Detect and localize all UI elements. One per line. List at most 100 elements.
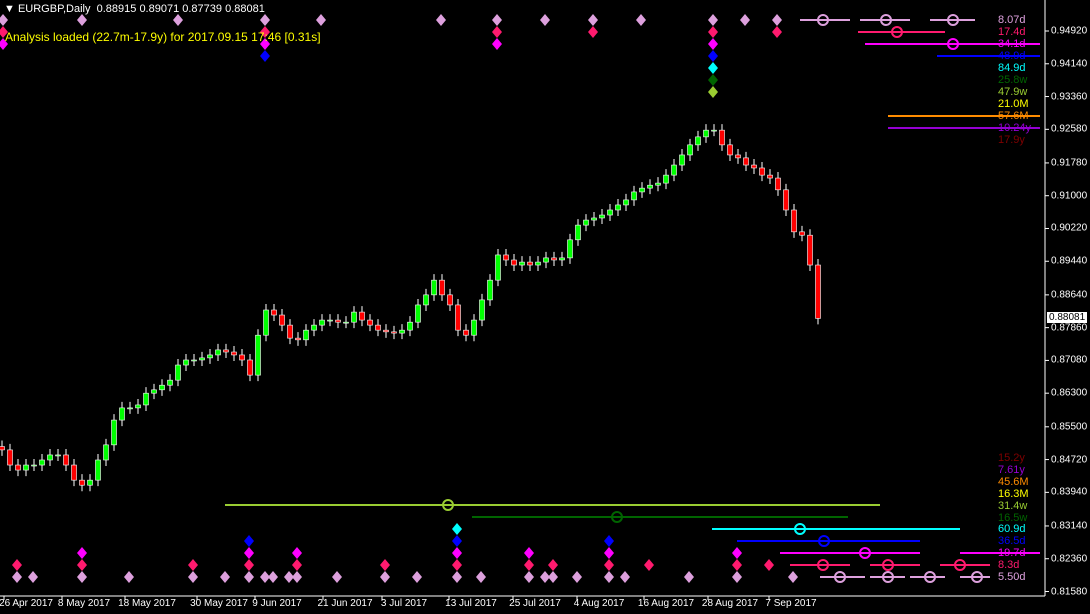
candle-body [327,319,333,322]
candle-body [239,354,245,361]
ohlc-readout: 0.88915 0.89071 0.87739 0.88081 [96,3,265,15]
candle-body [79,479,85,486]
candle-body [591,217,597,221]
price-tick-label: 0.90220 [1051,222,1088,234]
cycle-diamond-marker [684,571,694,583]
cycle-diamond-marker [708,38,718,50]
candle-body [127,407,133,410]
price-tick-label: 0.88640 [1051,289,1088,301]
cycle-diamond-marker [77,14,87,26]
status-text: Analysis loaded (22.7m-17.9y) for 2017.0… [5,30,321,44]
cycle-diamond-marker [524,547,534,559]
cycle-diamond-marker [764,559,774,571]
cycle-marker-circle [794,523,806,535]
cycle-diamond-marker [77,571,87,583]
candle-body [503,254,509,261]
candle-body [487,279,493,301]
cycle-diamond-marker [708,50,718,62]
candle-body [71,464,77,481]
candle-body [319,319,325,326]
cycle-diamond-marker [772,26,782,38]
cycle-diamond-marker [620,571,630,583]
candle-body [367,319,373,326]
cycle-marker-circle [859,547,871,559]
cycle-diamond-marker [588,26,598,38]
candle-body [543,257,549,263]
candle-body [111,419,117,446]
cycle-diamond-marker [492,26,502,38]
cycle-diamond-marker [260,38,270,50]
candle-body [767,174,773,179]
price-tick-label: 0.86300 [1051,387,1088,399]
candle-body [463,329,469,336]
candle-body [223,349,229,353]
cycle-label-bottom: 16.3M [998,488,1029,500]
cycle-diamond-marker [772,14,782,26]
date-tick-label: 21 Jun 2017 [317,598,373,609]
cycle-diamond-marker [604,535,614,547]
price-tick-label: 0.81580 [1051,586,1088,597]
candle-body [359,311,365,321]
candle-body [207,354,213,359]
cycle-diamond-marker [244,547,254,559]
cycle-marker-circle [882,559,894,571]
candle-body [695,136,701,146]
candle-body [183,359,189,366]
cycle-label-bottom: 19.7d [998,547,1026,559]
price-tick-label: 0.87860 [1051,322,1088,334]
candle-body [807,234,813,266]
cycle-diamond-marker [188,571,198,583]
candle-body [447,294,453,306]
cycle-diamond-marker [0,26,8,38]
cycle-label-top: 34.1d [998,38,1026,50]
candle-body [175,364,181,381]
candle-body [415,304,421,323]
candle-body [631,191,637,201]
candle-body [615,204,621,211]
cycle-label-top: 57.6M [998,110,1029,122]
cycle-diamond-marker [260,50,270,62]
cycle-marker-circle [947,38,959,50]
cycle-marker-circle [882,571,894,583]
candle-body [215,349,221,356]
cycle-diamond-marker [412,571,422,583]
candle-body [151,389,157,394]
candle-body [583,219,589,226]
cycle-diamond-marker [492,14,502,26]
candle-body [551,257,557,261]
price-tick-label: 0.92580 [1051,123,1088,135]
candle-body [375,324,381,331]
cycle-diamond-marker [380,571,390,583]
cycle-marker-circle [954,559,966,571]
candle-body [39,459,45,466]
candle-body [575,224,581,241]
candle-body [0,446,5,451]
candle-body [191,359,197,362]
candle-body [7,449,13,466]
cycle-diamond-marker [284,571,294,583]
cycle-diamond-marker [77,559,87,571]
cycle-diamond-marker [12,571,22,583]
date-tick-label: 13 Jul 2017 [445,598,497,609]
price-tick-label: 0.93360 [1051,91,1088,103]
candle-body [775,177,781,191]
date-tick-label: 4 Aug 2017 [573,598,625,609]
cycle-diamond-marker [452,559,462,571]
cycle-label-top: 84.9d [998,62,1026,74]
cycle-diamond-marker [540,14,550,26]
cycle-diamond-marker [524,559,534,571]
candle-body [63,454,69,466]
candle-body [455,304,461,331]
candle-body [783,189,789,211]
cycle-diamond-marker [244,559,254,571]
candle-body [711,129,717,132]
candle-body [471,319,477,336]
candle-body [639,187,645,193]
cycle-diamond-marker [380,559,390,571]
candle-body [703,129,709,138]
cycle-diamond-marker [644,559,654,571]
candle-body [431,279,437,296]
symbol-label: EURGBP,Daily [17,3,91,15]
candle-body [567,239,573,259]
